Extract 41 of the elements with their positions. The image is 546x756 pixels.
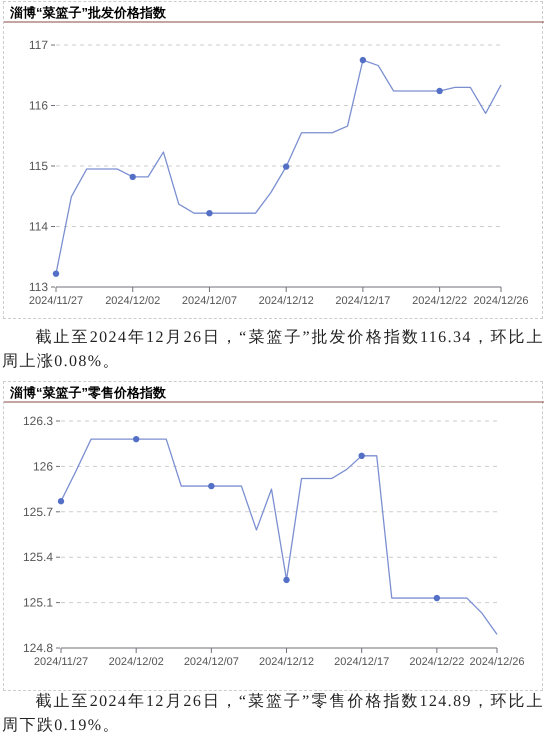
point xyxy=(358,452,365,460)
text: 截止至2024年12月26日，“菜篮子”零售价格指数124.89，环比上周下跌0.19%。 xyxy=(2,692,544,736)
x-tick-label: 2024/12/26 xyxy=(473,295,529,307)
text: 截止至2024年12月26日，“菜篮子”批发价格指数116.34，环比上周上涨0.08%。 xyxy=(2,328,544,372)
point xyxy=(52,270,60,277)
point xyxy=(130,174,136,180)
y-tick-label: 124.8 xyxy=(22,641,54,655)
point xyxy=(282,163,290,170)
y-tick-label: 116 xyxy=(28,98,48,112)
point xyxy=(283,576,290,584)
x-tick-label: 2024/12/02 xyxy=(105,295,160,307)
x-tick-label: 2024/12/26 xyxy=(469,656,525,668)
x-tick-label: 2024/12/07 xyxy=(184,656,239,668)
point xyxy=(436,88,443,94)
x-tick-label: 2024/12/12 xyxy=(258,656,314,668)
x-tick-label: 2024/11/27 xyxy=(34,656,88,668)
point xyxy=(360,56,366,64)
x-tick-label: 2024/12/22 xyxy=(412,295,468,307)
y-tick-label: 125.7 xyxy=(22,504,54,519)
y-tick-label: 113 xyxy=(28,280,48,294)
x-tick-label: 2024/12/07 xyxy=(182,295,237,307)
x-tick-label: 2024/12/17 xyxy=(335,295,390,307)
x-tick-label: 2024/12/02 xyxy=(108,656,164,668)
point xyxy=(206,210,213,216)
y-tick-label: 126.3 xyxy=(22,414,54,428)
y-tick-label: 117 xyxy=(28,38,48,52)
point xyxy=(208,482,215,490)
point xyxy=(58,498,64,504)
x-tick-label: 2024/12/12 xyxy=(258,295,314,307)
y-tick-label: 115 xyxy=(28,159,48,173)
y-tick-label: 114 xyxy=(28,220,48,234)
x-tick-label: 2024/12/17 xyxy=(334,656,390,668)
point xyxy=(434,594,440,602)
chart-title: 淄博“菜篮子”批发价格指数 xyxy=(9,5,167,20)
y-tick-label: 126 xyxy=(32,459,54,474)
y-tick-label: 125.1 xyxy=(22,596,54,610)
point xyxy=(132,436,140,442)
y-tick-label: 125.4 xyxy=(22,550,54,564)
x-tick-label: 2024/11/27 xyxy=(28,295,84,307)
chart-title: 淄博“菜篮子”零售价格指数 xyxy=(9,385,167,400)
x-tick-label: 2024/12/22 xyxy=(409,656,464,668)
